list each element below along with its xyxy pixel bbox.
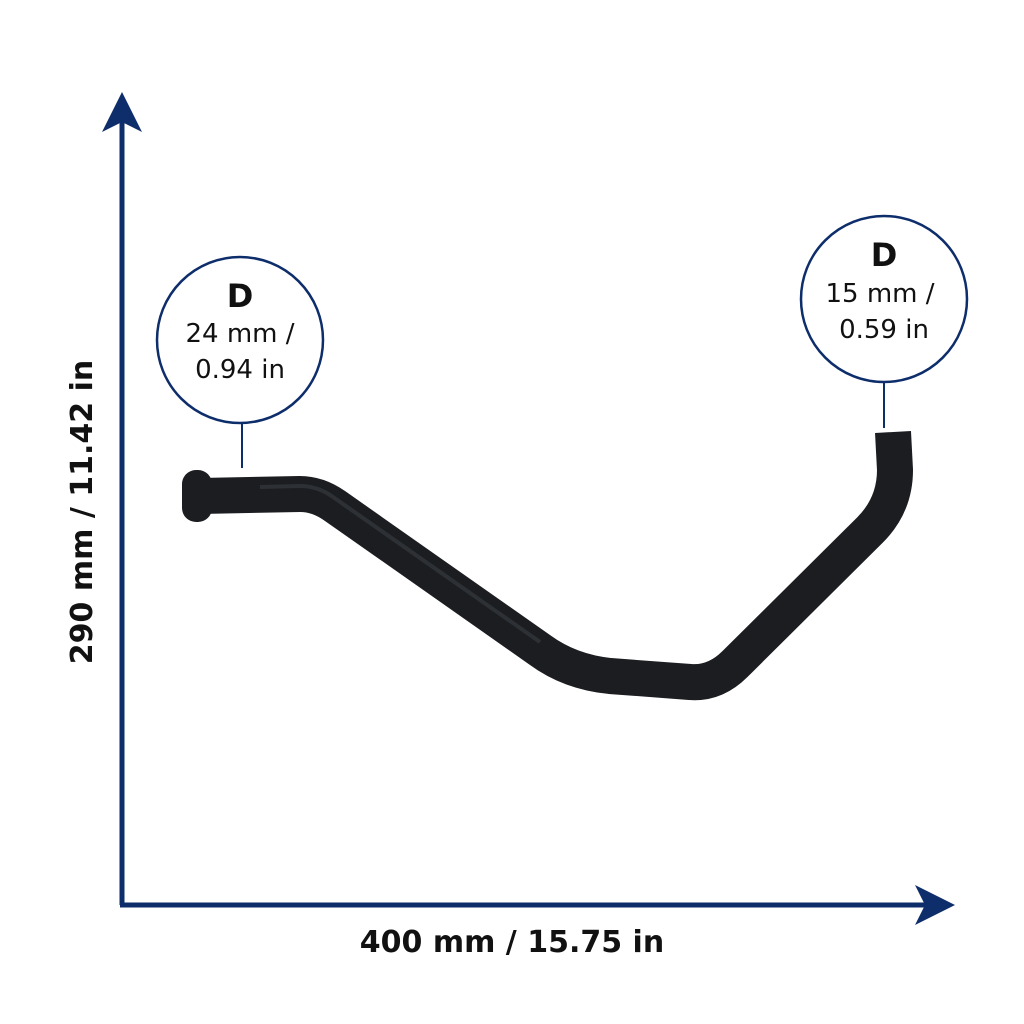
width-label: 400 mm / 15.75 in (360, 925, 664, 960)
height-label: 290 mm / 11.42 in (65, 360, 100, 664)
callout-right: D 15 mm / 0.59 in (799, 214, 969, 428)
callout-letter: D (227, 277, 254, 315)
callout-letter: D (871, 236, 898, 274)
callout-text: 15 mm / (825, 279, 934, 309)
callout-text: 0.59 in (839, 315, 929, 345)
callout-text: 24 mm / (185, 319, 294, 349)
axes (102, 92, 955, 925)
callout-text: 0.94 in (195, 355, 285, 385)
callout-left: D 24 mm / 0.94 in (155, 255, 325, 468)
hose (182, 431, 913, 701)
